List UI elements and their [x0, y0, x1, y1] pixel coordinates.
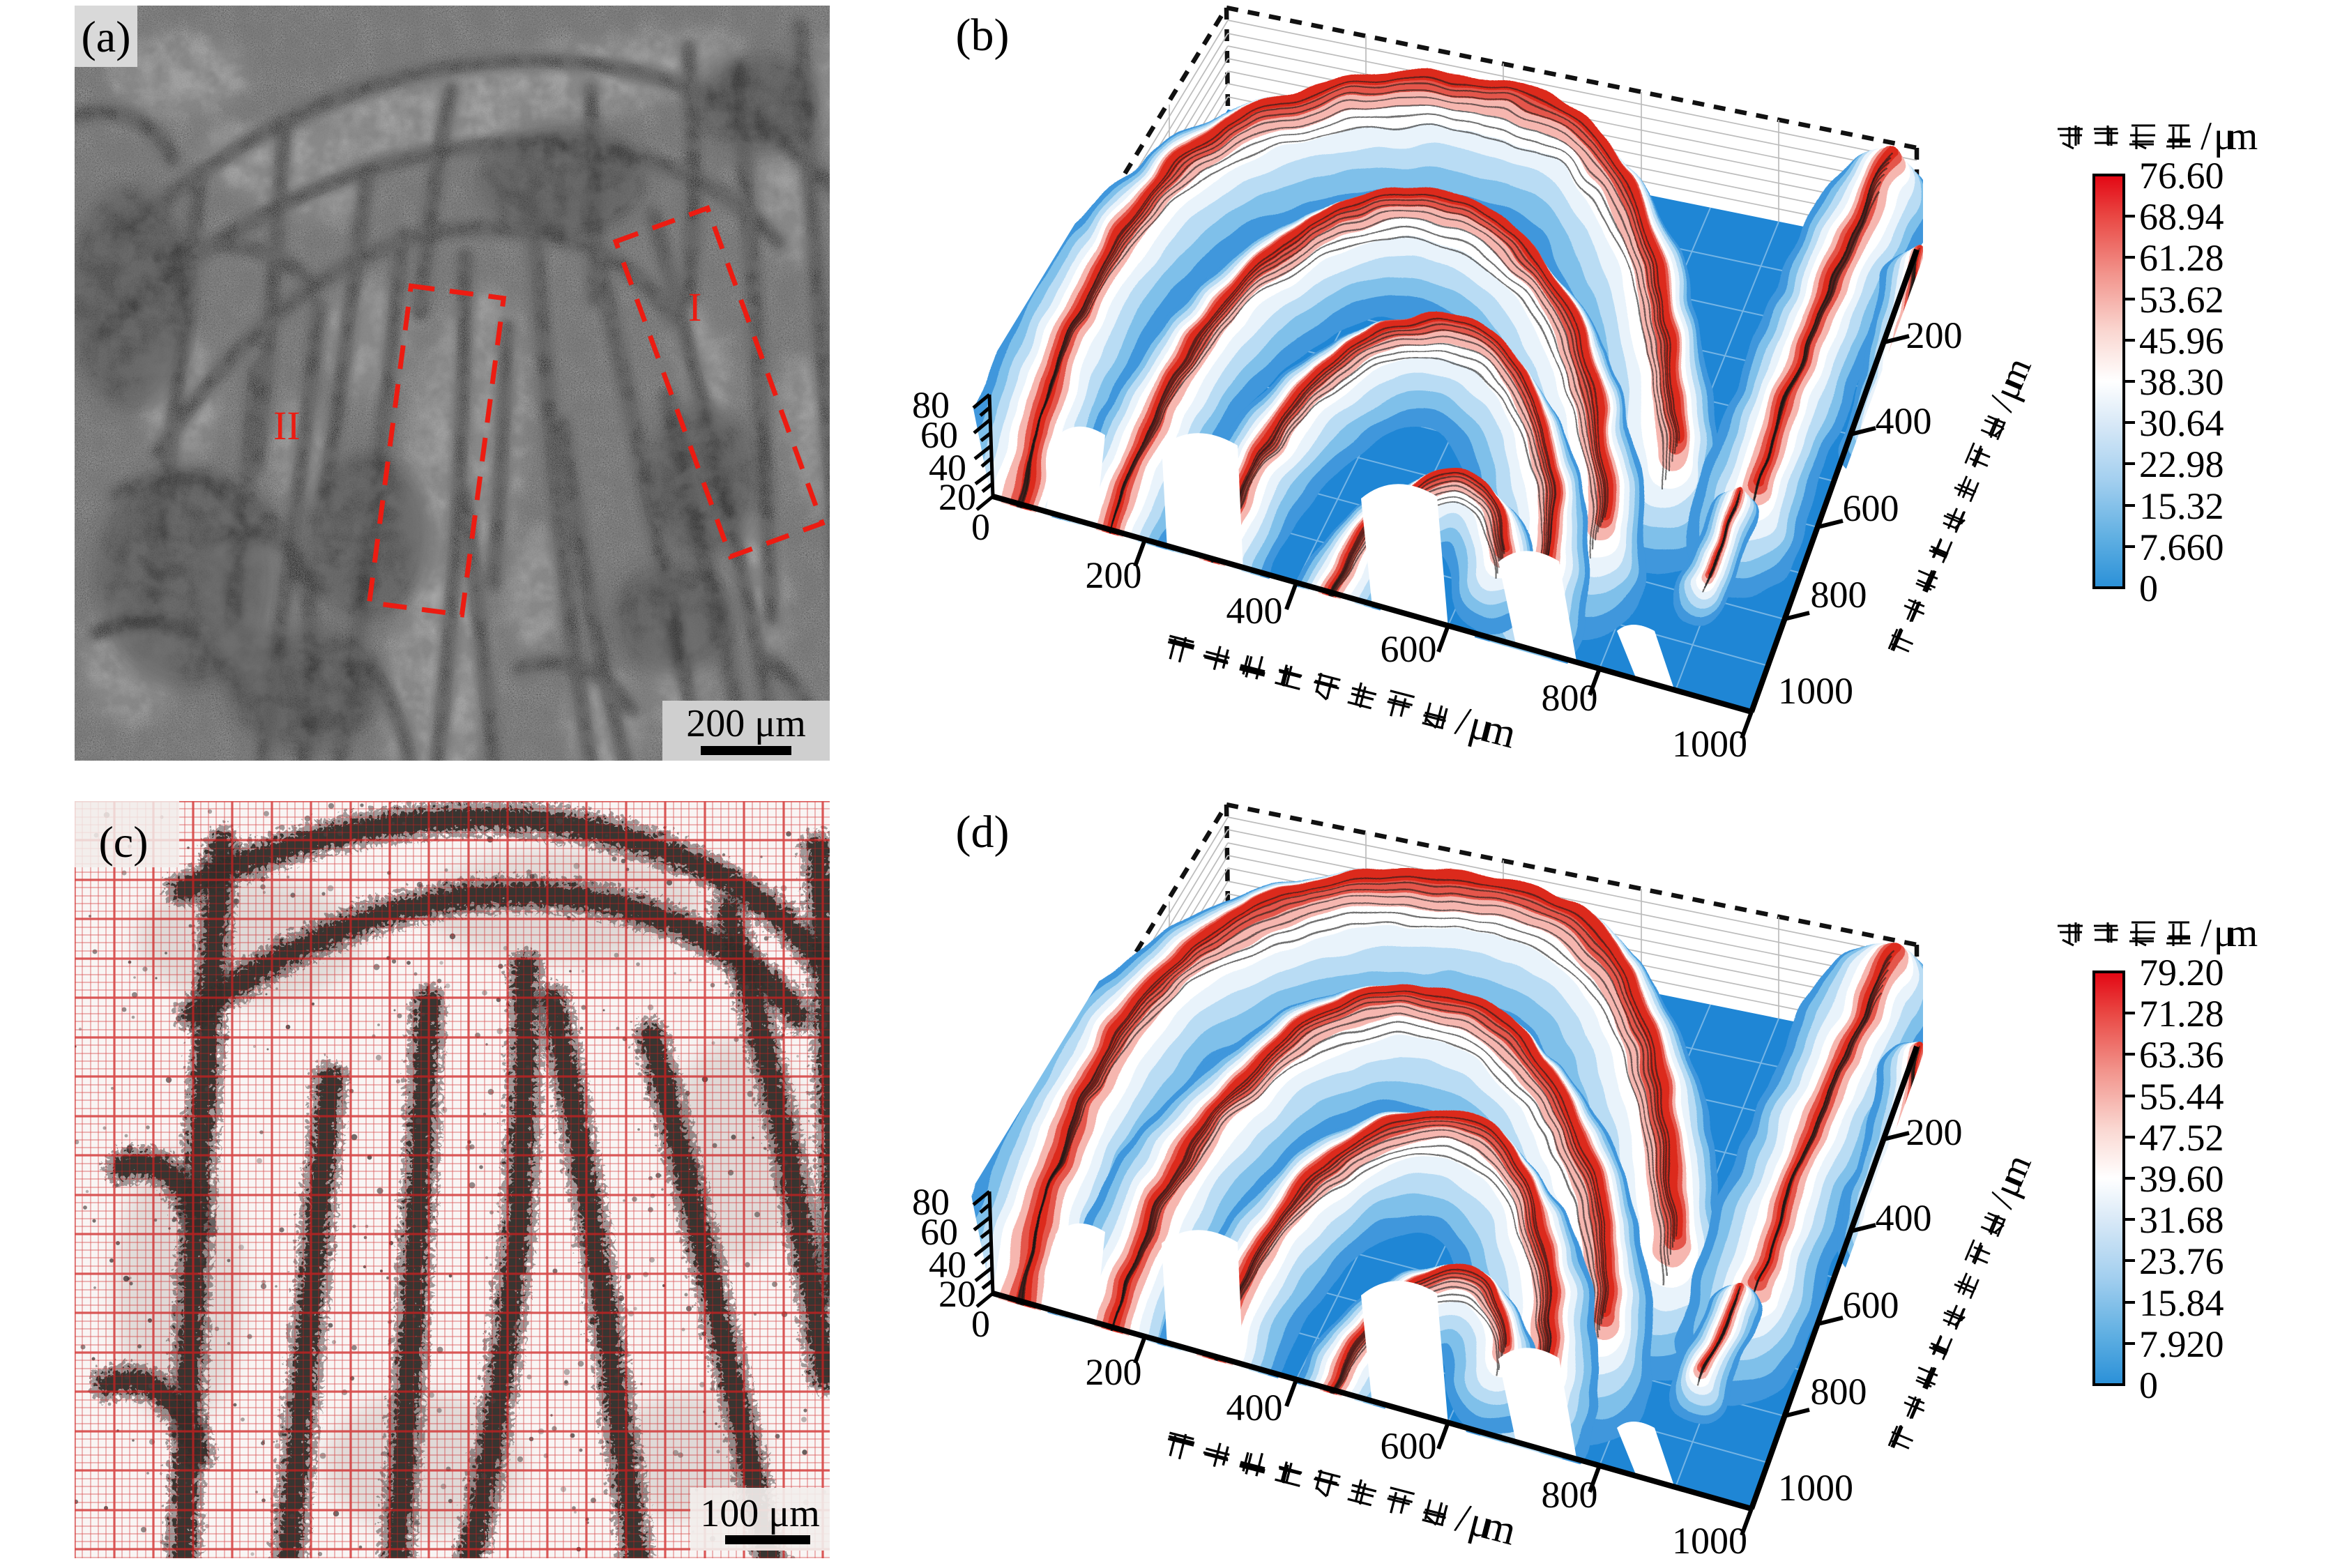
svg-text:600: 600	[1843, 487, 1899, 529]
svg-text:60: 60	[920, 414, 958, 456]
svg-text:7.660: 7.660	[2139, 526, 2224, 568]
svg-text:200 μm: 200 μm	[686, 702, 806, 745]
svg-text:200: 200	[1086, 1351, 1142, 1393]
svg-text:45.96: 45.96	[2139, 320, 2224, 362]
svg-text:63.36: 63.36	[2139, 1034, 2224, 1076]
svg-text:38.30: 38.30	[2139, 361, 2224, 403]
svg-text:71.28: 71.28	[2139, 993, 2224, 1035]
svg-text:30.64: 30.64	[2139, 402, 2224, 444]
svg-text:800: 800	[1811, 574, 1867, 616]
svg-text:μ: μ	[2214, 114, 2235, 158]
svg-text:15.84: 15.84	[2139, 1282, 2224, 1324]
svg-text:200: 200	[1906, 314, 1963, 356]
svg-text:80: 80	[912, 1181, 950, 1223]
svg-text:0: 0	[2139, 568, 2158, 609]
svg-text:22.98: 22.98	[2139, 443, 2224, 485]
svg-text:μ: μ	[2214, 911, 2235, 955]
svg-text:0: 0	[971, 506, 990, 548]
svg-text:400: 400	[1876, 400, 1932, 442]
svg-text:23.76: 23.76	[2139, 1240, 2224, 1282]
svg-text:68.94: 68.94	[2139, 196, 2224, 238]
svg-text:(c): (c)	[98, 817, 148, 867]
svg-text:39.60: 39.60	[2139, 1158, 2224, 1200]
svg-text:800: 800	[1811, 1371, 1867, 1413]
svg-text:55.44: 55.44	[2139, 1076, 2224, 1118]
svg-text:600: 600	[1381, 1425, 1437, 1467]
svg-text:20: 20	[938, 476, 976, 518]
svg-text:/: /	[2201, 114, 2212, 158]
svg-text:0: 0	[2139, 1364, 2158, 1406]
svg-text:100 μm: 100 μm	[700, 1492, 820, 1535]
svg-text:15.32: 15.32	[2139, 485, 2224, 527]
svg-text:200: 200	[1086, 554, 1142, 596]
svg-text:200: 200	[1906, 1111, 1963, 1153]
svg-text:600: 600	[1843, 1284, 1899, 1326]
svg-text:600: 600	[1381, 628, 1437, 670]
svg-text:(b): (b)	[956, 10, 1010, 61]
svg-text:I: I	[688, 284, 701, 330]
svg-text:m: m	[2227, 114, 2258, 158]
svg-text:1000: 1000	[1672, 1520, 1747, 1562]
svg-text:7.920: 7.920	[2139, 1323, 2224, 1365]
svg-text:1000: 1000	[1778, 670, 1853, 712]
svg-text:80: 80	[912, 384, 950, 426]
svg-text:(d): (d)	[956, 807, 1010, 858]
svg-text:60: 60	[920, 1211, 958, 1253]
svg-text:400: 400	[1226, 1387, 1283, 1429]
svg-text:47.52: 47.52	[2139, 1117, 2224, 1159]
svg-text:400: 400	[1876, 1197, 1932, 1239]
svg-text:53.62: 53.62	[2139, 279, 2224, 321]
svg-text:40: 40	[929, 447, 966, 489]
svg-text:m: m	[2227, 911, 2258, 955]
svg-text:/: /	[2201, 911, 2212, 955]
svg-text:40: 40	[929, 1244, 966, 1286]
svg-text:(a): (a)	[81, 12, 130, 61]
svg-text:1000: 1000	[1672, 723, 1747, 765]
svg-text:20: 20	[938, 1273, 976, 1315]
svg-text:800: 800	[1542, 677, 1598, 719]
svg-text:76.60: 76.60	[2139, 155, 2224, 197]
svg-text:79.20: 79.20	[2139, 952, 2224, 994]
svg-text:400: 400	[1226, 590, 1283, 632]
svg-text:61.28: 61.28	[2139, 237, 2224, 279]
svg-text:1000: 1000	[1778, 1467, 1853, 1509]
svg-text:800: 800	[1542, 1474, 1598, 1516]
svg-text:0: 0	[971, 1303, 990, 1345]
svg-text:II: II	[273, 403, 301, 448]
svg-text:31.68: 31.68	[2139, 1199, 2224, 1241]
